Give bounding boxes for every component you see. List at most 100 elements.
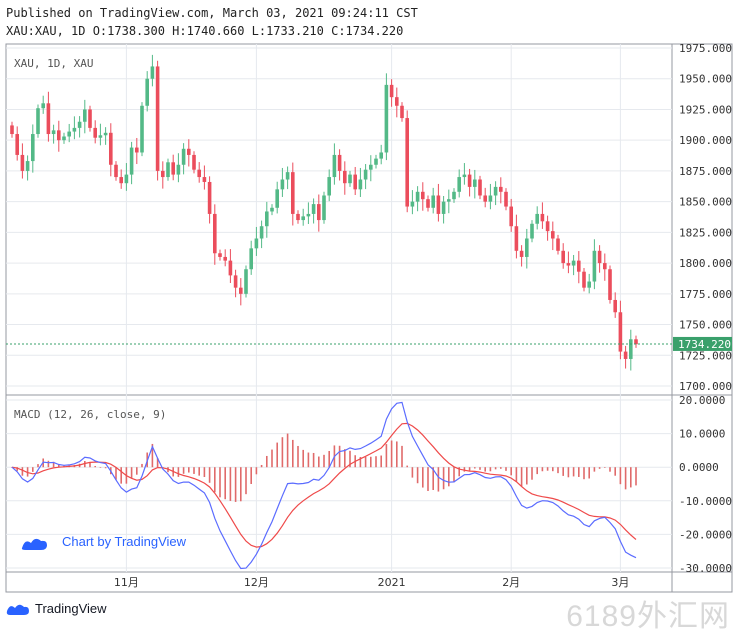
macd-histogram-bar	[546, 467, 549, 471]
macd-histogram-bar	[156, 457, 159, 468]
candle-body	[608, 269, 612, 300]
macd-histogram-bar	[99, 467, 102, 468]
macd-histogram-bar	[468, 467, 471, 471]
macd-histogram-bar	[427, 467, 429, 491]
candle-body	[556, 238, 560, 251]
macd-histogram-bar	[380, 455, 382, 468]
macd-histogram-bar	[234, 467, 237, 502]
macd-histogram-bar	[130, 467, 133, 479]
candle-body	[634, 339, 638, 345]
macd-histogram-bar	[37, 464, 39, 468]
macd-histogram-bar	[52, 461, 55, 468]
macd-histogram-bar	[250, 467, 252, 484]
candle-body	[525, 238, 529, 257]
macd-histogram-bar	[572, 467, 575, 477]
macd-histogram-bar	[344, 449, 346, 468]
candle-body	[389, 84, 394, 98]
candle-body	[197, 169, 201, 178]
candle-body	[15, 134, 19, 155]
macd-histogram-bar	[520, 467, 523, 487]
candle-body	[249, 248, 253, 270]
chart-by-tradingview: Chart by TradingView	[21, 534, 187, 550]
macd-histogram-bar	[515, 467, 518, 482]
candle-body	[83, 109, 87, 122]
price-tick-label: 1725.000	[679, 349, 732, 362]
macd-histogram-bar	[260, 464, 263, 468]
macd-histogram-bar	[276, 442, 278, 468]
candle-body	[72, 127, 77, 132]
candle-body	[379, 152, 383, 159]
macd-histogram-bar	[458, 467, 460, 477]
macd-tick-label: -20.0000	[679, 528, 732, 541]
candle-body	[587, 281, 591, 288]
macd-histogram-bar	[203, 467, 206, 478]
candle-body	[545, 221, 550, 232]
macd-histogram-bar	[583, 467, 585, 480]
tradingview-cloud-icon	[21, 538, 47, 550]
candle-body	[623, 351, 628, 359]
macd-histogram-bar	[297, 445, 299, 468]
candle-body	[405, 118, 409, 207]
candle-body	[155, 66, 160, 171]
price-tick-label: 1900.000	[679, 134, 732, 147]
macd-histogram-bar	[245, 467, 247, 495]
candle-body	[488, 195, 493, 202]
macd-histogram-bar	[32, 467, 34, 472]
candle-body	[275, 189, 279, 208]
candle-body	[20, 154, 25, 171]
macd-histogram-bar	[359, 456, 362, 468]
macd-histogram-bar	[141, 463, 143, 468]
macd-histogram-bar	[588, 467, 590, 479]
macd-histogram-bar	[552, 467, 554, 472]
candle-body	[358, 179, 363, 190]
candle-body	[239, 287, 243, 294]
candle-body	[171, 162, 175, 175]
price-tick-label: 1925.000	[679, 103, 732, 116]
macd-histogram-bar	[463, 467, 466, 472]
candle-body	[561, 250, 565, 264]
candle-body	[415, 191, 420, 202]
candle-body	[353, 174, 357, 190]
candle-body	[88, 109, 92, 128]
candle-body	[25, 161, 30, 171]
macd-histogram-bar	[510, 467, 512, 476]
macd-histogram-bar	[494, 467, 497, 470]
candle-body	[265, 211, 269, 227]
candle-body	[166, 162, 170, 178]
last-price-badge	[673, 336, 732, 351]
macd-histogram-bar	[531, 467, 533, 480]
candle-body	[384, 84, 389, 153]
macd-histogram-bar	[375, 456, 377, 468]
time-tick-label: 11月	[114, 576, 139, 589]
macd-histogram-bar	[567, 467, 570, 478]
footer-brand[interactable]: TradingView	[6, 601, 107, 616]
macd-histogram-bar	[188, 467, 190, 473]
macd-histogram-bar	[635, 467, 637, 486]
tradingview-logo-icon	[6, 604, 30, 615]
candle-body	[181, 148, 186, 165]
macd-histogram-bar	[437, 467, 440, 492]
candle-body	[62, 136, 66, 141]
candle-body	[254, 238, 259, 249]
macd-histogram-bar	[271, 449, 273, 468]
chart-frame	[5, 43, 673, 593]
macd-histogram-bar	[630, 467, 632, 488]
macd-legend: MACD (12, 26, close, 9)	[14, 408, 166, 421]
candle-body	[296, 213, 300, 221]
macd-histogram-bar	[505, 467, 507, 471]
candle-body	[551, 231, 555, 239]
candle-body	[93, 127, 97, 138]
candle-body	[363, 169, 368, 180]
macd-histogram-bar	[224, 467, 226, 500]
macd-histogram-bar	[557, 467, 559, 474]
candle-body	[618, 312, 623, 352]
candle-body	[504, 191, 508, 207]
candle-body	[582, 271, 586, 288]
candle-body	[540, 213, 545, 222]
macd-histogram-bar	[328, 450, 330, 468]
time-tick-label: 12月	[244, 576, 269, 589]
macd-histogram-bar	[323, 454, 325, 468]
candle-body	[114, 164, 118, 178]
candle-body	[327, 177, 331, 196]
